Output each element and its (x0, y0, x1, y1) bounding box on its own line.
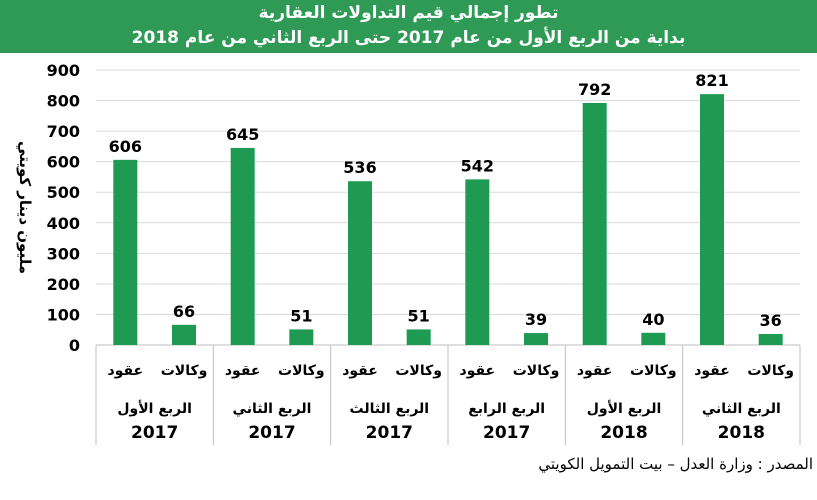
y-axis-label: مليون دينار كويتي (16, 141, 34, 274)
bar-value-label: 792 (578, 80, 611, 99)
y-tick-label: 400 (47, 214, 80, 233)
bar-value-label: 51 (290, 306, 312, 325)
y-tick-label: 900 (47, 61, 80, 80)
bar-category-label: وكالات (395, 363, 442, 379)
quarter-label: الربع الثالث (350, 401, 430, 417)
bar-category-label: عقود (225, 363, 261, 379)
year-label: 2017 (366, 423, 413, 443)
quarter-label: الربع الأول (587, 400, 662, 417)
quarter-label: الربع الأول (117, 400, 192, 417)
bar-value-label: 40 (642, 310, 664, 329)
y-tick-label: 100 (47, 305, 80, 324)
bar-category-label: وكالات (278, 363, 325, 379)
source-note: المصدر : وزارة العدل – بيت التمويل الكوي… (538, 455, 813, 473)
bar-category-label: وكالات (747, 363, 794, 379)
bar (406, 329, 431, 345)
quarter-label: الربع الثاني (233, 401, 312, 417)
quarter-label: الربع الثاني (702, 401, 781, 417)
year-label: 2018 (718, 423, 765, 443)
bar (582, 103, 607, 345)
bar-value-label: 821 (695, 71, 728, 90)
bar-category-label: عقود (342, 363, 378, 379)
y-tick-label: 200 (47, 275, 80, 294)
chart-subtitle: بداية من الربع الأول من عام 2017 حتى الر… (131, 28, 686, 48)
bar (758, 334, 783, 345)
bar-value-label: 51 (408, 306, 430, 325)
bar-category-label: عقود (694, 363, 730, 379)
bar-value-label: 536 (343, 158, 376, 177)
y-tick-label: 800 (47, 92, 80, 111)
bar (289, 329, 314, 345)
bar-value-label: 39 (525, 310, 547, 329)
year-label: 2017 (483, 423, 530, 443)
bar-value-label: 645 (226, 125, 259, 144)
y-tick-label: 0 (69, 336, 80, 355)
bar (230, 147, 255, 345)
bar (465, 179, 490, 345)
bar-value-label: 542 (461, 156, 494, 175)
y-tick-label: 700 (47, 122, 80, 141)
y-tick-label: 300 (47, 244, 80, 263)
year-label: 2017 (131, 423, 178, 443)
bar-value-label: 66 (173, 302, 195, 321)
chart-title: تطور إجمالي قيم التداولات العقارية (258, 3, 559, 23)
bar-category-label: وكالات (513, 363, 560, 379)
bar (641, 332, 666, 345)
year-label: 2018 (600, 423, 647, 443)
bar-category-label: عقود (460, 363, 496, 379)
bar-value-label: 36 (760, 311, 782, 330)
chart-header: تطور إجمالي قيم التداولات العقارية بداية… (0, 0, 817, 53)
y-tick-label: 600 (47, 153, 80, 172)
quarter-label: الربع الرابع (468, 401, 545, 417)
bar-value-label: 606 (109, 137, 142, 156)
bar (700, 94, 724, 345)
bar (172, 324, 196, 345)
bar (524, 333, 548, 345)
bar-category-label: عقود (577, 363, 613, 379)
year-label: 2017 (248, 423, 295, 443)
bar-category-label: عقود (108, 363, 144, 379)
bar (348, 181, 372, 345)
bar-chart: 0 100 200 300 400 500 600 700 800 900 مليون دينار … (16, 61, 801, 445)
y-tick-label: 500 (47, 183, 80, 202)
bar-category-label: وكالات (630, 363, 677, 379)
bar-category-label: وكالات (161, 363, 208, 379)
bar (113, 159, 138, 345)
